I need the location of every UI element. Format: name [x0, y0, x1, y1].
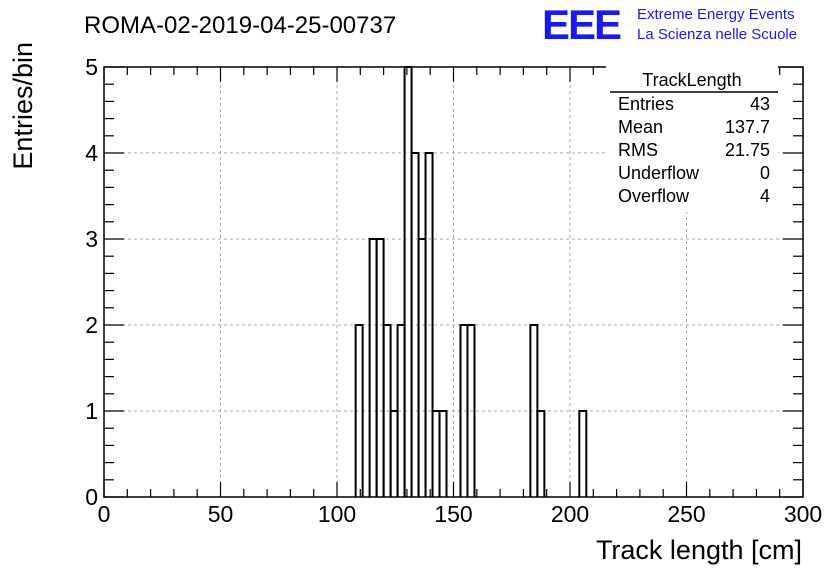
- y-tick-label: 3: [85, 226, 98, 252]
- histogram-bin: [431, 410, 441, 497]
- stats-row-label: Entries: [618, 94, 674, 114]
- stats-row-value: 137.7: [725, 117, 770, 137]
- stats-row-label: Mean: [618, 117, 663, 137]
- stats-box: TrackLength Entries 43 Mean 137.7 RMS 21.75 Un…: [606, 66, 778, 212]
- stats-box-background: [606, 66, 778, 212]
- stats-row-label: Underflow: [618, 163, 700, 183]
- x-tick-label: 50: [208, 501, 234, 527]
- stats-row-label: RMS: [618, 140, 658, 160]
- x-tick-label: 200: [551, 501, 589, 527]
- stats-row-value: 43: [750, 94, 770, 114]
- run-title: ROMA-02-2019-04-25-00737: [84, 12, 396, 39]
- y-tick-label: 2: [85, 312, 98, 338]
- eee-logo: EEE Extreme Energy Events La Scienza nel…: [542, 1, 797, 48]
- histogram-bin: [578, 410, 588, 497]
- histogram-bars: [354, 66, 588, 497]
- histogram-bin: [424, 152, 434, 497]
- stats-box-rows: Entries 43 Mean 137.7 RMS 21.75 Underflow 0 Over…: [618, 94, 770, 206]
- histogram-bin: [375, 238, 385, 497]
- x-axis-label: Track length [cm]: [596, 535, 802, 565]
- x-tick-label: 250: [667, 501, 705, 527]
- histogram-bin: [438, 410, 448, 497]
- y-tick-label: 0: [85, 484, 98, 510]
- x-tick-label: 100: [318, 501, 356, 527]
- x-tick-label: 300: [784, 501, 822, 527]
- x-tick-labels: 0 50 100 150 200 250 300: [98, 501, 823, 527]
- y-tick-label: 4: [85, 140, 98, 166]
- y-axis-label: Entries/bin: [8, 42, 38, 170]
- stats-row-value: 4: [760, 186, 770, 206]
- stats-row-value: 21.75: [725, 140, 770, 160]
- plot-frame: [103, 66, 804, 498]
- histogram-bin: [466, 324, 476, 497]
- y-tick-labels: 0 1 2 3 4 5: [85, 54, 98, 510]
- stats-row-label: Overflow: [618, 186, 690, 206]
- histogram-bin: [354, 324, 364, 497]
- stats-box-title: TrackLength: [642, 70, 741, 90]
- histogram-bin: [368, 238, 378, 497]
- histogram-bin: [417, 238, 427, 497]
- eee-logo-line1: Extreme Energy Events: [637, 6, 795, 23]
- histogram-bin: [536, 410, 546, 497]
- eee-logo-mark: EEE: [542, 1, 621, 48]
- eee-logo-line2: La Scienza nelle Scuole: [637, 26, 797, 43]
- y-tick-label: 1: [85, 398, 98, 424]
- histogram-bin: [389, 410, 399, 497]
- stats-row-value: 0: [760, 163, 770, 183]
- y-tick-label: 5: [85, 54, 98, 80]
- x-tick-label: 150: [434, 501, 472, 527]
- x-tick-label: 0: [98, 501, 111, 527]
- histogram-bin: [403, 66, 413, 497]
